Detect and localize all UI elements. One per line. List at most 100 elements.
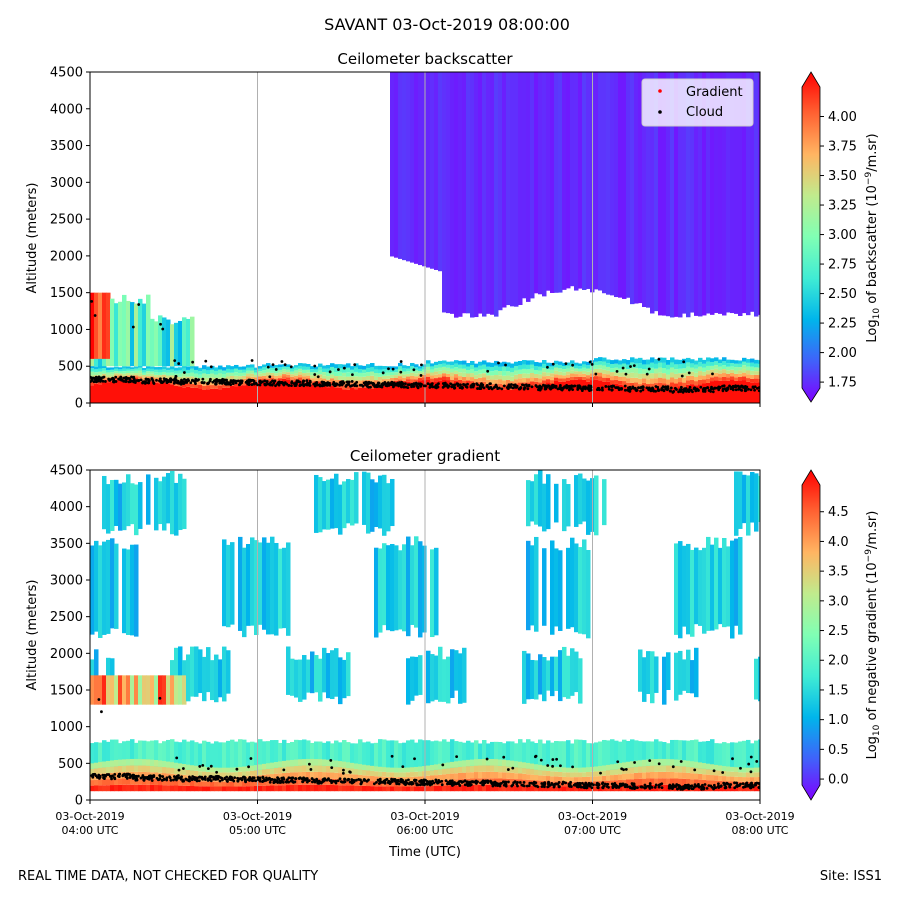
- gradient-cell: [638, 741, 643, 771]
- gradient-cell: [702, 763, 707, 769]
- backscatter-cell: [218, 369, 223, 374]
- backscatter-cell: [758, 367, 760, 372]
- backscatter-cell: [686, 362, 691, 367]
- backscatter-cell: [130, 377, 135, 380]
- backscatter-cell: [562, 72, 567, 290]
- cloud-point: [158, 774, 162, 778]
- backscatter-cell: [326, 372, 331, 377]
- backscatter-cell: [346, 389, 351, 403]
- backscatter-cell: [178, 386, 183, 403]
- gradient-cell: [126, 740, 131, 771]
- cloud-point: [121, 773, 125, 777]
- backscatter-cell: [730, 72, 735, 314]
- gradient-cell: [266, 741, 271, 771]
- gradient-cell: [270, 774, 275, 780]
- backscatter-cell: [206, 377, 211, 382]
- backscatter-cell: [746, 362, 751, 367]
- gradient-cell: [530, 774, 535, 781]
- gradient-cell: [458, 741, 463, 771]
- cloud-point: [448, 779, 452, 783]
- cloud-point: [711, 390, 715, 394]
- backscatter-cell: [458, 372, 463, 377]
- gradient-cell: [466, 759, 471, 767]
- cloud-point: [537, 387, 541, 391]
- backscatter-cell: [730, 379, 735, 403]
- gradient-cell: [706, 780, 711, 786]
- backscatter-cell: [186, 369, 191, 374]
- gradient-cell: [342, 785, 347, 792]
- gradient-cell: [310, 742, 315, 771]
- backscatter-cell: [626, 382, 631, 388]
- backscatter-cell: [486, 366, 491, 372]
- cloud-point: [678, 388, 682, 392]
- cloud-point: [551, 758, 555, 761]
- backscatter-cell: [622, 381, 627, 386]
- gradient-cell: [330, 743, 335, 771]
- backscatter-cell: [322, 375, 327, 379]
- gradient-cell: [90, 768, 95, 775]
- backscatter-cell: [442, 379, 447, 403]
- backscatter-cell: [342, 372, 347, 377]
- cloud-point: [132, 376, 136, 380]
- gradient-cell: [214, 772, 219, 778]
- backscatter-cell: [434, 381, 439, 403]
- gradient-cell: [550, 786, 555, 792]
- backscatter-cell: [386, 385, 391, 403]
- backscatter-cell: [226, 372, 231, 377]
- backscatter-cell: [710, 373, 715, 378]
- backscatter-cell: [122, 381, 127, 403]
- gradient-cell: [530, 481, 535, 522]
- cloud-point: [570, 785, 573, 788]
- backscatter-cell: [686, 366, 691, 372]
- cloud-point: [751, 385, 755, 389]
- gradient-cell: [490, 741, 495, 771]
- gradient-cell: [674, 772, 679, 779]
- backscatter-cell: [650, 357, 655, 363]
- cloud-point: [712, 769, 716, 773]
- cloud-point: [451, 784, 454, 787]
- gradient-cell: [122, 765, 127, 773]
- gradient-cell: [230, 739, 235, 771]
- gradient-cell: [134, 742, 139, 771]
- backscatter-cell: [186, 366, 191, 370]
- cloud-point: [518, 781, 522, 784]
- gradient-cell: [362, 775, 367, 781]
- cloud-point: [400, 385, 403, 389]
- gradient-cell: [542, 775, 547, 781]
- backscatter-cell: [630, 372, 635, 378]
- gradient-cell: [318, 765, 323, 772]
- backscatter-cell: [526, 364, 531, 370]
- cloud-point: [305, 379, 309, 383]
- backscatter-cell: [170, 369, 175, 373]
- cloud-point: [419, 374, 423, 377]
- cloud-point: [551, 362, 555, 366]
- backscatter-cell: [618, 368, 623, 373]
- gradient-cell: [314, 474, 319, 533]
- backscatter-cell: [634, 372, 639, 378]
- gradient-cell: [438, 774, 443, 781]
- gradient-cell: [614, 740, 619, 771]
- backscatter-cell: [730, 369, 735, 373]
- backscatter-cell: [258, 368, 263, 372]
- gradient-cell: [626, 741, 631, 771]
- backscatter-cell: [566, 374, 571, 378]
- cloud-point: [585, 786, 588, 790]
- gradient-cell: [118, 675, 123, 705]
- gradient-cell: [102, 785, 107, 792]
- gradient-cell: [194, 646, 199, 697]
- cloud-point: [173, 359, 177, 363]
- gradient-cell: [134, 675, 139, 705]
- cloud-point: [102, 375, 106, 379]
- cloud-point: [414, 381, 418, 385]
- backscatter-cell: [642, 378, 647, 383]
- gradient-cell: [218, 781, 223, 787]
- gradient-cell: [166, 739, 171, 771]
- gradient-cell: [142, 759, 147, 766]
- cloud-point: [635, 389, 638, 393]
- backscatter-cell: [314, 369, 319, 373]
- backscatter-cell: [122, 294, 127, 367]
- backscatter-cell: [198, 384, 203, 389]
- backscatter-cell: [462, 381, 467, 386]
- gradient-cell: [386, 786, 391, 792]
- colorbar-tick-label: 2.00: [828, 346, 857, 361]
